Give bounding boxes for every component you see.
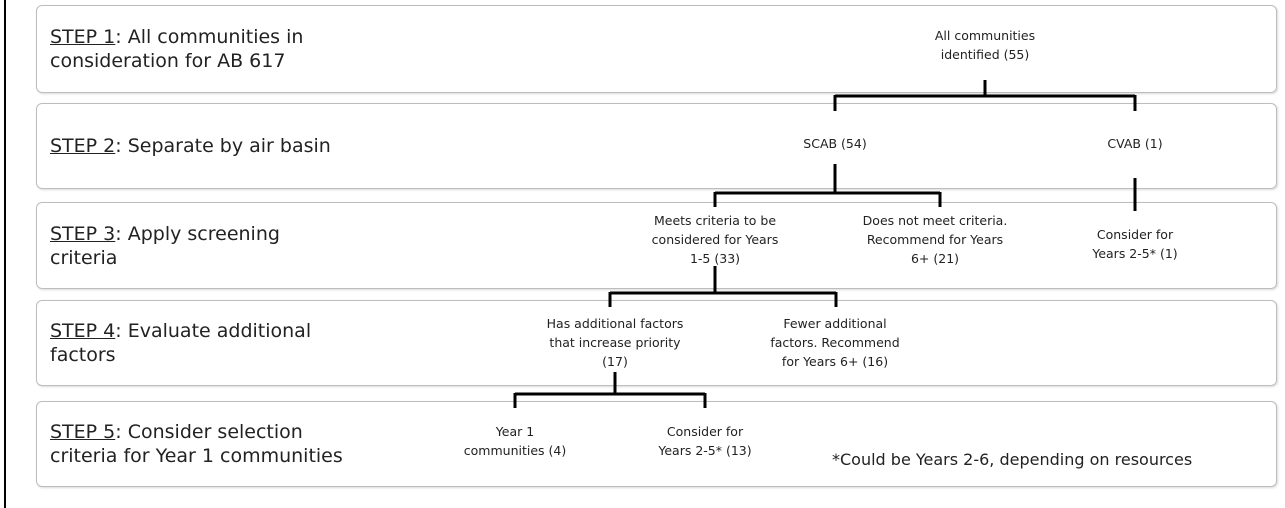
- step-line-text: : Apply screening: [115, 222, 280, 245]
- step-line: factors: [50, 343, 311, 367]
- node: CVAB (1): [1107, 134, 1162, 153]
- step-text: STEP 4: Evaluate additional factors: [50, 319, 311, 367]
- step-line: STEP 3: Apply screening: [50, 222, 280, 246]
- step-line: STEP 1: All communities in: [50, 25, 303, 49]
- step-box: [36, 401, 1277, 487]
- node: All communities identified (55): [935, 26, 1035, 64]
- node-line: CVAB (1): [1107, 136, 1163, 151]
- node-line: factors. Recommend: [770, 335, 900, 350]
- step-line-text: consideration for AB 617: [50, 50, 286, 72]
- step-line-text: : Separate by air basin: [115, 135, 331, 157]
- node: Consider for Years 2-5* (13): [658, 422, 751, 460]
- node-line: Has additional factors: [546, 316, 684, 331]
- step-box: [36, 5, 1277, 93]
- step-label: STEP 3: [50, 222, 116, 245]
- node: Does not meet criteria. Recommend for Yea…: [863, 211, 1008, 268]
- footnote: *Could be Years 2-6, depending on resour…: [832, 450, 1193, 469]
- node-line: 6+ (21): [910, 251, 960, 266]
- node-line: Consider for: [1096, 227, 1174, 242]
- step-label: STEP 1: [50, 26, 116, 48]
- step-line: consideration for AB 617: [50, 49, 303, 73]
- node: Meets criteria to be considered for Years…: [652, 211, 779, 268]
- node-line: Years 2-5* (1): [1092, 246, 1178, 261]
- node-line: communities (4): [463, 443, 567, 458]
- step-box: [36, 103, 1277, 189]
- node: Year 1 communities (4): [464, 422, 566, 460]
- step-line-text: factors: [50, 344, 116, 366]
- node-line: for Years 6+ (16): [781, 354, 889, 369]
- step-text: STEP 2: Separate by air basin: [50, 134, 331, 158]
- step-line-text: : Consider selection: [115, 421, 303, 443]
- step-text: STEP 1: All communities in consideration …: [50, 25, 303, 73]
- node-line: that increase priority: [549, 335, 681, 350]
- node-line: Recommend for Years: [866, 232, 1004, 247]
- step-line: criteria: [50, 246, 280, 270]
- step-label: STEP 4: [50, 320, 116, 342]
- step-label: STEP 2: [50, 135, 116, 157]
- node: SCAB (54): [803, 134, 866, 153]
- step-line-text: criteria for Year 1 communities: [50, 445, 343, 467]
- node-line: Does not meet criteria.: [862, 213, 1008, 228]
- node-line: Consider for: [666, 424, 744, 439]
- node-line: considered for Years: [651, 232, 779, 247]
- step-line: STEP 2: Separate by air basin: [50, 134, 331, 158]
- step-label: STEP 5: [50, 421, 116, 443]
- node: Fewer additional factors. Recommend for Ye…: [770, 314, 899, 371]
- node: Consider for Years 2-5* (1): [1092, 225, 1177, 263]
- step-line: STEP 5: Consider selection: [50, 420, 343, 444]
- connector: [513, 80, 1137, 408]
- node-line: 1-5 (33): [689, 251, 741, 266]
- node-line: Meets criteria to be: [653, 213, 777, 228]
- step-line-text: : All communities in: [115, 26, 304, 48]
- node-line: Fewer additional: [783, 316, 887, 331]
- step-line-text: : Evaluate additional: [115, 320, 312, 342]
- node-line: SCAB (54): [803, 136, 867, 151]
- step-line-text: criteria: [50, 246, 118, 269]
- step-box: [36, 202, 1277, 289]
- node-line: Years 2-5* (13): [658, 443, 752, 458]
- step-line: STEP 4: Evaluate additional: [50, 319, 311, 343]
- step-line: criteria for Year 1 communities: [50, 444, 343, 468]
- step-text: STEP 5: Consider selection criteria for Y…: [50, 420, 343, 468]
- step-text: STEP 3: Apply screening criteria: [50, 222, 280, 270]
- node-line: (17): [602, 354, 628, 369]
- node-line: All communities: [934, 28, 1036, 43]
- node-line: Year 1: [495, 424, 535, 439]
- node-line: identified (55): [940, 47, 1030, 62]
- step-box: [36, 300, 1277, 386]
- node: Has additional factors that increase prio…: [547, 314, 684, 371]
